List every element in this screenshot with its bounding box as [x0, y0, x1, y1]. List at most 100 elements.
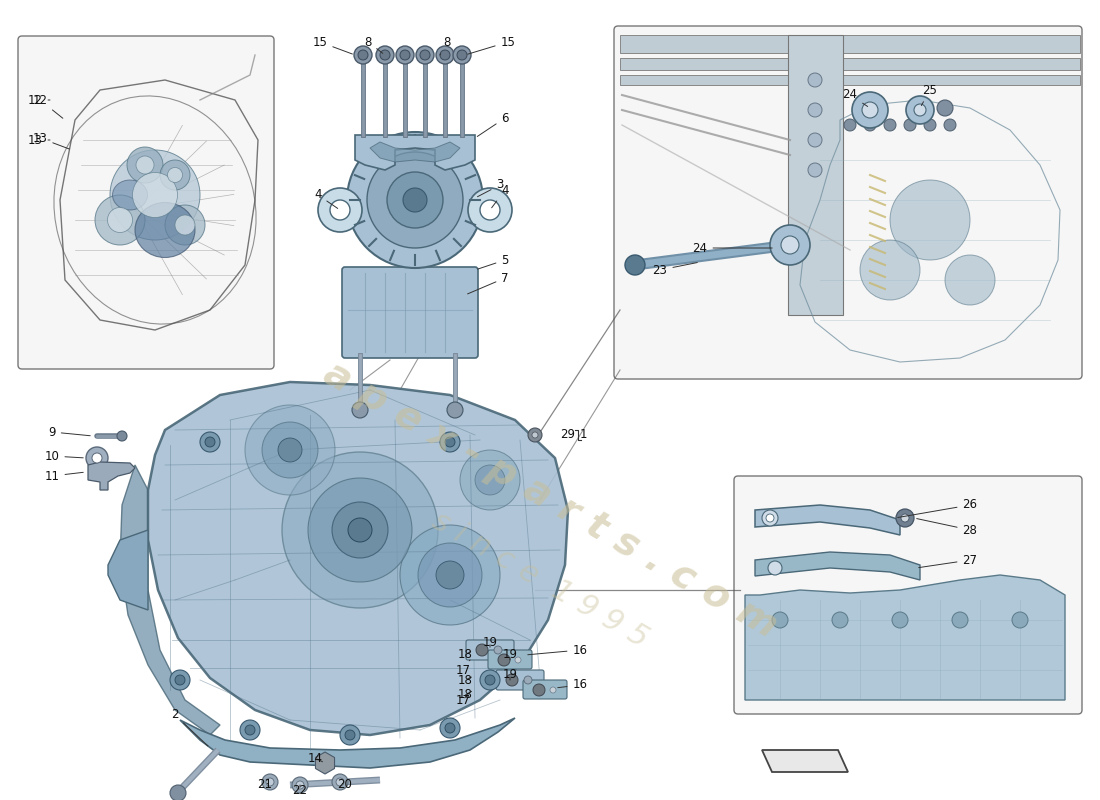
Text: 28: 28: [916, 518, 978, 537]
Text: 6: 6: [477, 111, 508, 137]
Text: 24: 24: [843, 89, 868, 106]
FancyBboxPatch shape: [466, 640, 514, 660]
Circle shape: [534, 684, 544, 696]
Circle shape: [167, 167, 183, 182]
Circle shape: [924, 119, 936, 131]
Circle shape: [460, 450, 520, 510]
Text: 29: 29: [560, 429, 575, 442]
Circle shape: [266, 778, 274, 786]
Polygon shape: [755, 505, 900, 535]
Circle shape: [336, 778, 344, 786]
Circle shape: [165, 205, 205, 245]
Circle shape: [332, 774, 348, 790]
Circle shape: [476, 644, 488, 656]
Circle shape: [403, 188, 427, 212]
Circle shape: [245, 725, 255, 735]
Circle shape: [245, 405, 336, 495]
Circle shape: [136, 156, 154, 174]
Circle shape: [515, 657, 521, 663]
Circle shape: [456, 50, 468, 60]
Circle shape: [808, 73, 822, 87]
Circle shape: [420, 50, 430, 60]
Text: 20: 20: [338, 778, 352, 791]
Circle shape: [453, 46, 471, 64]
Circle shape: [332, 502, 388, 558]
Circle shape: [346, 132, 483, 268]
Circle shape: [550, 687, 556, 693]
Circle shape: [367, 152, 463, 248]
Bar: [788, 35, 843, 315]
Text: 2: 2: [172, 709, 208, 746]
Circle shape: [475, 465, 505, 495]
Circle shape: [862, 102, 878, 118]
Text: 8: 8: [440, 35, 451, 55]
Circle shape: [132, 173, 177, 218]
Polygon shape: [762, 750, 848, 772]
Text: 10: 10: [45, 450, 84, 462]
Circle shape: [345, 730, 355, 740]
Circle shape: [770, 225, 810, 265]
Polygon shape: [755, 552, 920, 580]
Text: a p e x - p a r t s . c o m: a p e x - p a r t s . c o m: [317, 354, 783, 646]
Circle shape: [440, 432, 460, 452]
FancyBboxPatch shape: [488, 650, 532, 669]
FancyBboxPatch shape: [342, 267, 478, 358]
Circle shape: [262, 774, 278, 790]
Circle shape: [937, 100, 953, 116]
Polygon shape: [148, 382, 568, 735]
Circle shape: [117, 431, 126, 441]
FancyBboxPatch shape: [496, 670, 544, 690]
Text: 4: 4: [315, 189, 338, 209]
Circle shape: [952, 612, 968, 628]
Text: 18: 18: [458, 649, 472, 662]
Circle shape: [781, 236, 799, 254]
Circle shape: [480, 670, 501, 690]
Text: 19: 19: [503, 669, 517, 682]
Text: 26: 26: [898, 498, 978, 518]
Circle shape: [485, 675, 495, 685]
Text: 21: 21: [257, 778, 273, 791]
Circle shape: [901, 514, 909, 522]
Circle shape: [308, 478, 412, 582]
Circle shape: [762, 510, 778, 526]
Circle shape: [944, 119, 956, 131]
Ellipse shape: [112, 180, 147, 210]
Circle shape: [262, 422, 318, 478]
Circle shape: [904, 119, 916, 131]
Text: 13: 13: [28, 134, 50, 146]
Circle shape: [506, 674, 518, 686]
Circle shape: [1012, 612, 1028, 628]
Circle shape: [400, 525, 500, 625]
Text: 19: 19: [503, 649, 517, 662]
Text: 8: 8: [364, 35, 383, 54]
Circle shape: [440, 718, 460, 738]
Polygon shape: [120, 465, 220, 735]
Circle shape: [396, 46, 414, 64]
Circle shape: [768, 561, 782, 575]
Circle shape: [436, 46, 454, 64]
Circle shape: [447, 402, 463, 418]
Circle shape: [92, 453, 102, 463]
Circle shape: [110, 150, 200, 240]
Text: 12: 12: [28, 94, 50, 106]
Circle shape: [808, 133, 822, 147]
Circle shape: [358, 50, 368, 60]
Text: 7: 7: [468, 271, 508, 294]
Circle shape: [170, 785, 186, 800]
Text: 15: 15: [312, 35, 352, 54]
Circle shape: [914, 104, 926, 116]
Ellipse shape: [135, 202, 195, 258]
Circle shape: [340, 725, 360, 745]
Text: 16: 16: [528, 643, 587, 657]
Text: 18: 18: [458, 674, 472, 686]
Text: 27: 27: [918, 554, 978, 567]
Circle shape: [200, 432, 220, 452]
Circle shape: [86, 447, 108, 469]
Circle shape: [890, 180, 970, 260]
Circle shape: [387, 172, 443, 228]
Circle shape: [416, 46, 434, 64]
Text: 16: 16: [558, 678, 587, 691]
Circle shape: [376, 46, 394, 64]
Text: 23: 23: [652, 262, 697, 277]
Circle shape: [175, 675, 185, 685]
